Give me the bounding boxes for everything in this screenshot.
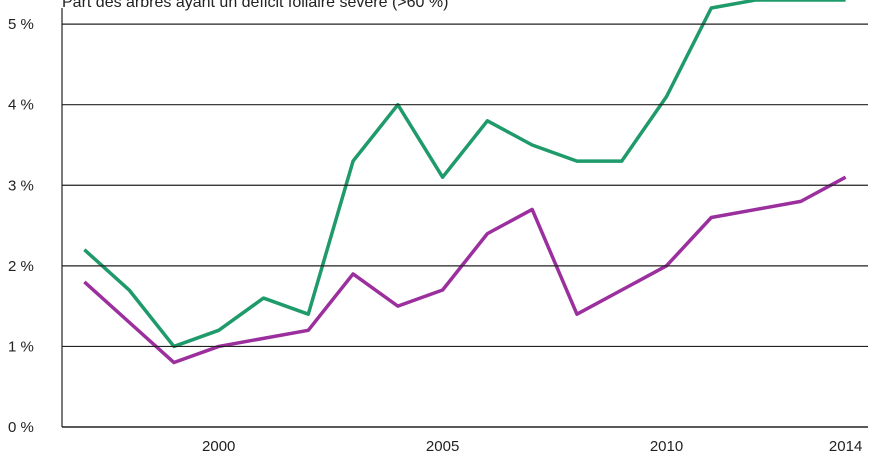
- series-line-1: [83, 0, 846, 349]
- x-tick-label: 2010: [650, 438, 683, 455]
- y-tick-label: 5 %: [8, 16, 34, 33]
- y-tick-labels: 0 % 1 % 2 % 3 % 4 % 5 %: [8, 16, 34, 436]
- series-line-2: [83, 175, 847, 365]
- x-tick-label: 2014: [829, 438, 862, 455]
- x-tick-labels: 2000 2005 2010 2014: [202, 438, 862, 455]
- y-tick-label: 2 %: [8, 258, 34, 275]
- chart-title: Part des arbres ayant un déficit foliair…: [62, 0, 448, 11]
- y-tick-label: 0 %: [8, 419, 34, 436]
- series-lines: [83, 0, 847, 365]
- y-tick-label: 1 %: [8, 338, 34, 355]
- x-tick-label: 2005: [426, 438, 459, 455]
- y-tick-label: 4 %: [8, 97, 34, 114]
- y-tick-label: 3 %: [8, 177, 34, 194]
- grid-lines: [62, 23, 868, 348]
- x-tick-label: 2000: [202, 438, 235, 455]
